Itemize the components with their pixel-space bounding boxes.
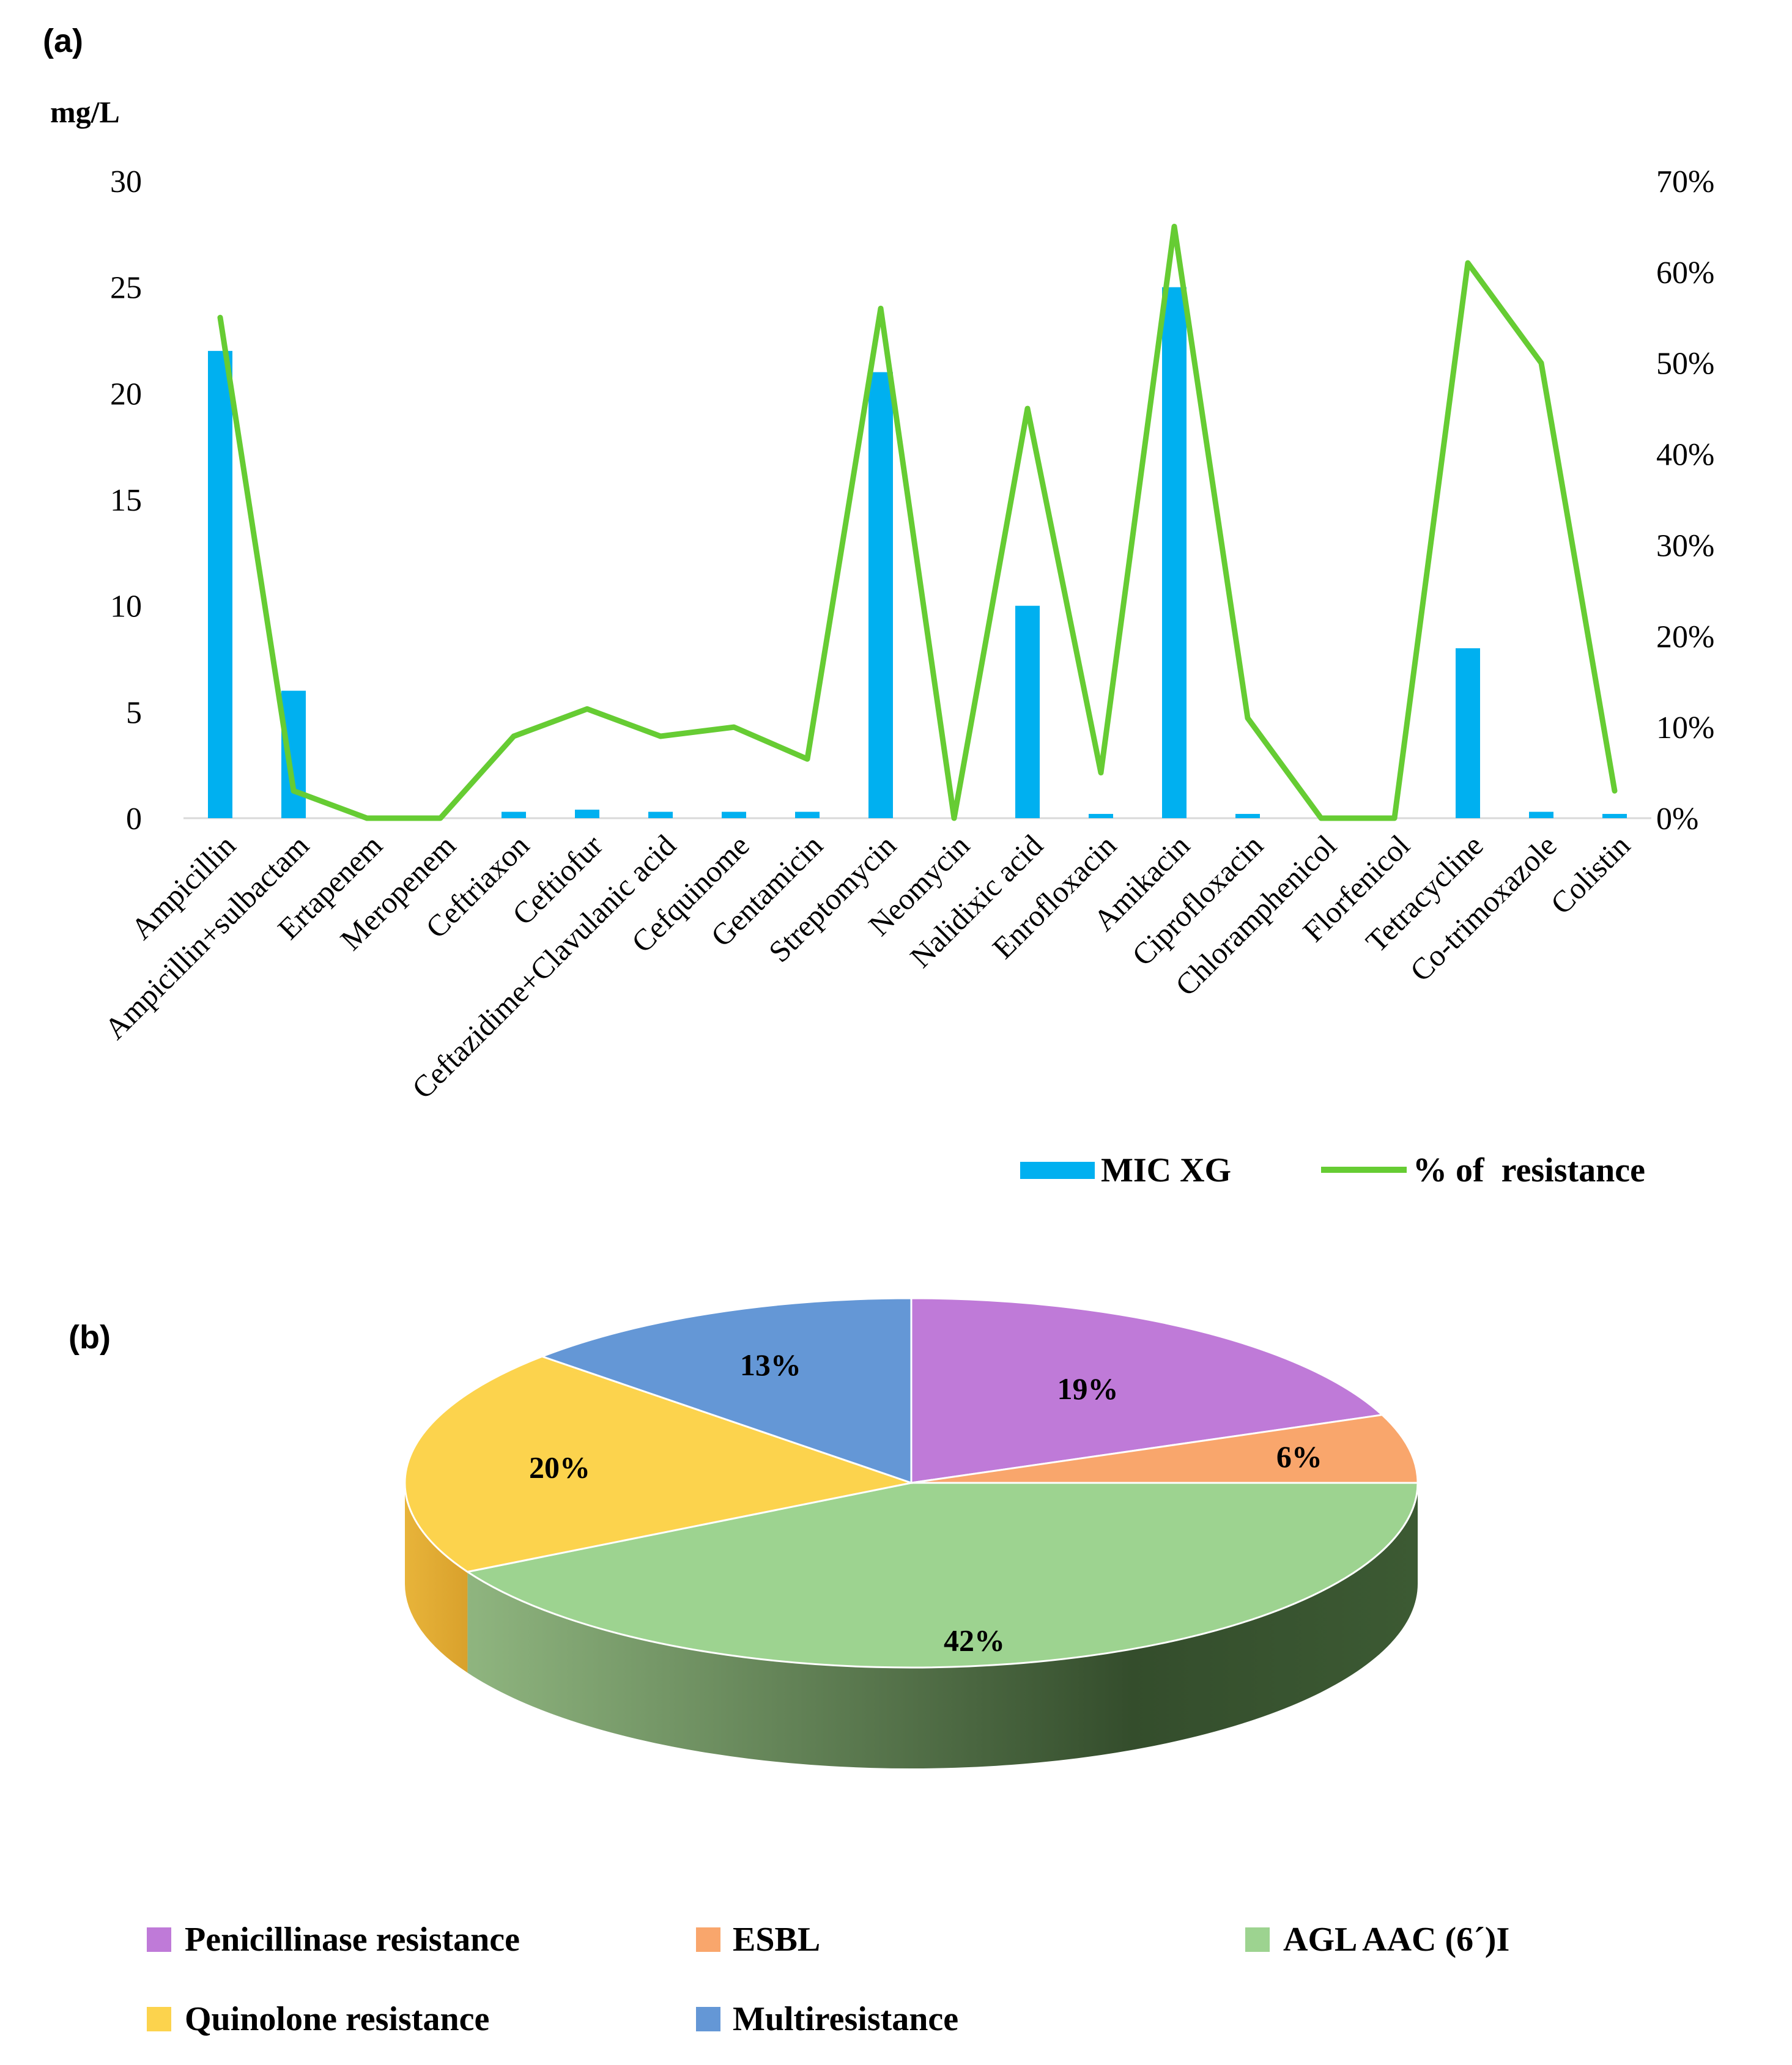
mic-bar bbox=[795, 811, 820, 818]
legend-label-esbl: ESBL bbox=[733, 1921, 820, 1959]
resistance-line bbox=[217, 223, 1618, 821]
legend-label-penicillinase: Penicillinase resistance bbox=[185, 1921, 520, 1959]
legend-label-quinolone: Quinolone resistance bbox=[185, 2000, 489, 2038]
bar-line-chart-axes: 0 5 10 15 20 25 30 0% 10% 20% 30% 40% 50% 60% 70% bbox=[110, 164, 1714, 837]
mic-bars bbox=[208, 287, 1627, 819]
category-labels: AmpicillinAmpicillin+sulbactamErtapenemM… bbox=[98, 828, 1637, 1105]
right-tick-label: 20% bbox=[1656, 619, 1714, 654]
panel-a-label: (a) bbox=[43, 23, 83, 59]
resistance-point bbox=[733, 726, 735, 728]
right-tick-label: 50% bbox=[1656, 347, 1714, 382]
pie-slice bbox=[539, 1297, 913, 1485]
pie-slice bbox=[911, 1414, 1419, 1484]
legend-swatch-agl bbox=[1245, 1927, 1270, 1952]
resistance-point bbox=[1027, 408, 1028, 409]
mic-bar bbox=[868, 372, 893, 818]
left-axis-unit-label: mg/L bbox=[50, 95, 120, 129]
mic-bar bbox=[575, 810, 599, 818]
pie-side-wall bbox=[405, 1483, 468, 1673]
mic-bar bbox=[502, 811, 526, 818]
resistance-point bbox=[220, 317, 221, 318]
mic-bar bbox=[281, 690, 306, 818]
pie-labels: 19% 6% 42% 20% 13% bbox=[529, 1348, 1322, 1657]
pie-slice-label: 20% bbox=[529, 1450, 590, 1485]
pie-slice-label: 13% bbox=[740, 1348, 801, 1382]
mic-bar bbox=[208, 350, 232, 818]
left-tick-label: 30 bbox=[110, 164, 142, 199]
right-tick-label: 40% bbox=[1656, 438, 1714, 473]
resistance-series-line bbox=[217, 223, 1618, 821]
resistance-point bbox=[1320, 818, 1322, 819]
left-tick-label: 5 bbox=[126, 695, 142, 730]
mic-bar bbox=[1456, 648, 1480, 818]
pie-side-wall bbox=[467, 1483, 1418, 1768]
legend-swatch-esbl bbox=[696, 1927, 720, 1952]
pie-slice-label: 6% bbox=[1276, 1439, 1322, 1474]
right-tick-label: 10% bbox=[1656, 711, 1714, 745]
mic-bar bbox=[1529, 811, 1553, 818]
pie-slice bbox=[404, 1355, 915, 1573]
legend-label-resistance: % of resistance bbox=[1413, 1151, 1645, 1189]
right-tick-label: 0% bbox=[1656, 802, 1698, 837]
legend-swatch-mic bbox=[1020, 1162, 1095, 1179]
right-tick-label: 70% bbox=[1656, 164, 1714, 199]
pie-slices bbox=[404, 1297, 1419, 1669]
mic-bar bbox=[1162, 287, 1187, 819]
pie-slice-label: 42% bbox=[944, 1623, 1005, 1657]
legend-label-agl: AGL AAC (6´)I bbox=[1283, 1921, 1509, 1959]
pie-slice bbox=[465, 1482, 1419, 1669]
mic-bar bbox=[1235, 814, 1260, 818]
left-tick-label: 0 bbox=[126, 802, 142, 837]
legend-swatch-multiresistance bbox=[696, 2007, 720, 2031]
right-tick-label: 30% bbox=[1656, 528, 1714, 563]
resistance-point bbox=[953, 818, 955, 819]
legend-swatch-penicillinase bbox=[147, 1927, 171, 1952]
resistance-point bbox=[366, 818, 368, 819]
legend-b: Penicillinase resistance ESBL AGL AAC (6… bbox=[147, 1921, 1509, 2038]
left-tick-label: 15 bbox=[110, 483, 142, 518]
legend-a: MIC XG % of resistance bbox=[1020, 1151, 1645, 1189]
resistance-point bbox=[440, 818, 441, 819]
left-tick-label: 20 bbox=[110, 377, 142, 412]
mic-bar bbox=[648, 811, 673, 818]
category-label: Colistin bbox=[1544, 828, 1637, 921]
pie-slice-label: 19% bbox=[1057, 1372, 1119, 1406]
mic-bar bbox=[1089, 814, 1113, 818]
resistance-point bbox=[1394, 818, 1395, 819]
left-tick-label: 10 bbox=[110, 589, 142, 624]
pie-slice bbox=[910, 1297, 1385, 1484]
legend-swatch-quinolone bbox=[147, 2007, 171, 2031]
mic-bar bbox=[722, 811, 746, 818]
panel-b-label: (b) bbox=[68, 1319, 111, 1356]
mic-bar bbox=[1602, 814, 1627, 818]
pie-sides bbox=[405, 1483, 1418, 1768]
right-tick-label: 60% bbox=[1656, 256, 1714, 290]
left-tick-label: 25 bbox=[110, 271, 142, 306]
legend-label-multiresistance: Multiresistance bbox=[733, 2000, 958, 2038]
legend-label-mic: MIC XG bbox=[1101, 1151, 1231, 1189]
resistance-point bbox=[1174, 226, 1175, 227]
mic-bar bbox=[1015, 605, 1040, 818]
